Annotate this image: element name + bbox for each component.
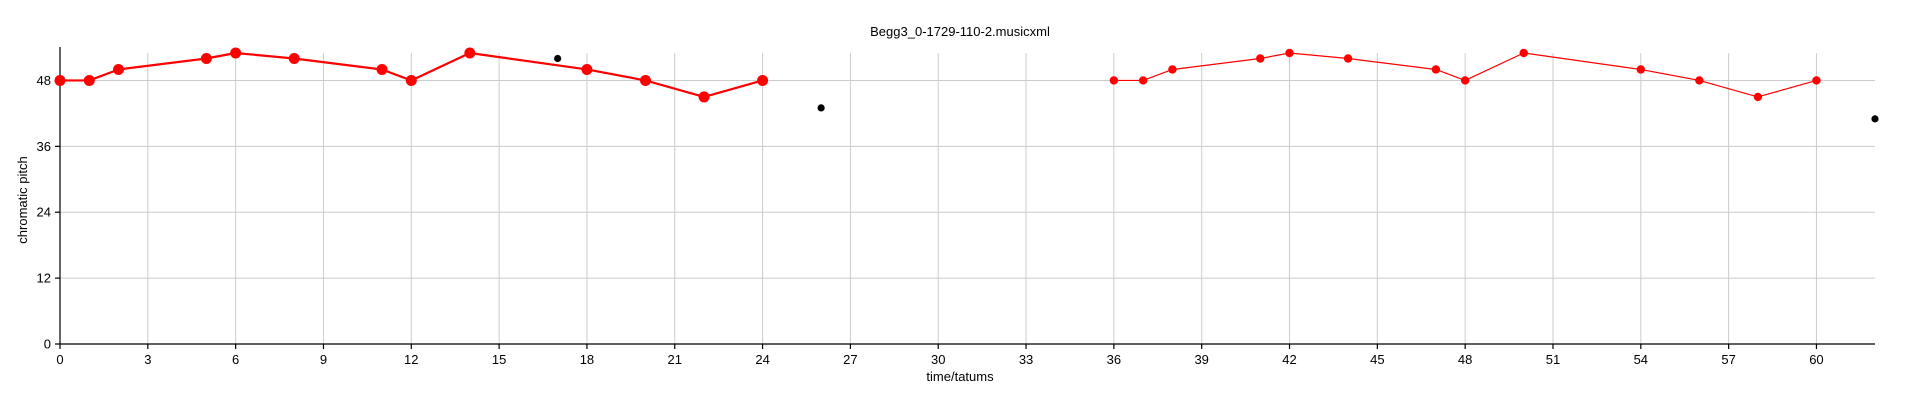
- data-point: [83, 74, 95, 86]
- data-point: [1168, 65, 1177, 74]
- x-tick-label: 9: [320, 352, 327, 367]
- x-tick-label: 48: [1458, 352, 1472, 367]
- outliers: [554, 54, 1879, 123]
- x-tick-label: 24: [755, 352, 769, 367]
- x-tick-label: 15: [492, 352, 506, 367]
- data-point: [464, 47, 476, 59]
- data-point: [376, 63, 388, 75]
- x-tick-label: 6: [232, 352, 239, 367]
- chart-title: Begg3_0-1729-110-2.musicxml: [870, 24, 1050, 39]
- data-point: [1460, 76, 1470, 85]
- x-tick-label: 27: [843, 352, 857, 367]
- x-axis-label: time/tatums: [926, 369, 994, 384]
- data-point: [288, 52, 300, 64]
- data-point: [200, 52, 212, 64]
- x-tick-label: 42: [1282, 352, 1296, 367]
- x-tick-label: 45: [1370, 352, 1384, 367]
- data-point: [1519, 48, 1528, 58]
- x-tick-label: 3: [144, 352, 151, 367]
- data-point: [1285, 48, 1294, 58]
- y-axis-label: chromatic pitch: [15, 156, 30, 243]
- x-tick-label: 60: [1809, 352, 1823, 367]
- y-tick-label: 36: [37, 139, 51, 154]
- data-point: [639, 74, 651, 86]
- data-point: [230, 47, 242, 59]
- outlier-point: [554, 54, 562, 63]
- data-point: [1138, 76, 1148, 85]
- data-point: [581, 63, 593, 75]
- data-point: [698, 91, 710, 103]
- x-tick-label: 51: [1546, 352, 1560, 367]
- x-tick-label: 30: [931, 352, 945, 367]
- data-point: [1636, 65, 1646, 74]
- data-point: [1256, 54, 1265, 63]
- x-tick-label: 57: [1721, 352, 1735, 367]
- x-tick-label: 21: [668, 352, 682, 367]
- data-point: [1431, 65, 1441, 74]
- x-tick-label: 0: [56, 352, 63, 367]
- x-tick-label: 36: [1107, 352, 1121, 367]
- data-point: [757, 74, 769, 86]
- data-point: [1812, 76, 1821, 85]
- y-tick-label: 48: [37, 73, 51, 88]
- data-point: [1109, 76, 1119, 85]
- grid: [59, 53, 1875, 344]
- data-point: [113, 63, 125, 75]
- data-point: [1343, 54, 1353, 63]
- series: [54, 47, 1821, 103]
- x-tick-label: 18: [580, 352, 594, 367]
- data-point: [54, 74, 66, 86]
- data-point: [405, 74, 417, 86]
- outlier-point: [817, 104, 825, 112]
- x-tick-label: 54: [1634, 352, 1648, 367]
- data-point: [1753, 92, 1763, 102]
- x-tick-label: 12: [404, 352, 418, 367]
- y-tick-label: 24: [37, 205, 51, 220]
- data-point: [1695, 76, 1704, 85]
- y-tick-label: 12: [37, 271, 51, 286]
- x-tick-label: 39: [1194, 352, 1208, 367]
- y-tick-label: 0: [44, 337, 51, 352]
- outlier-point: [1871, 115, 1879, 123]
- axes: 0 3 6 9 12 15 18 21 24 27 30 33 36 39 42 45 48 51 54 57 6001…: [37, 47, 1875, 367]
- x-tick-label: 33: [1019, 352, 1033, 367]
